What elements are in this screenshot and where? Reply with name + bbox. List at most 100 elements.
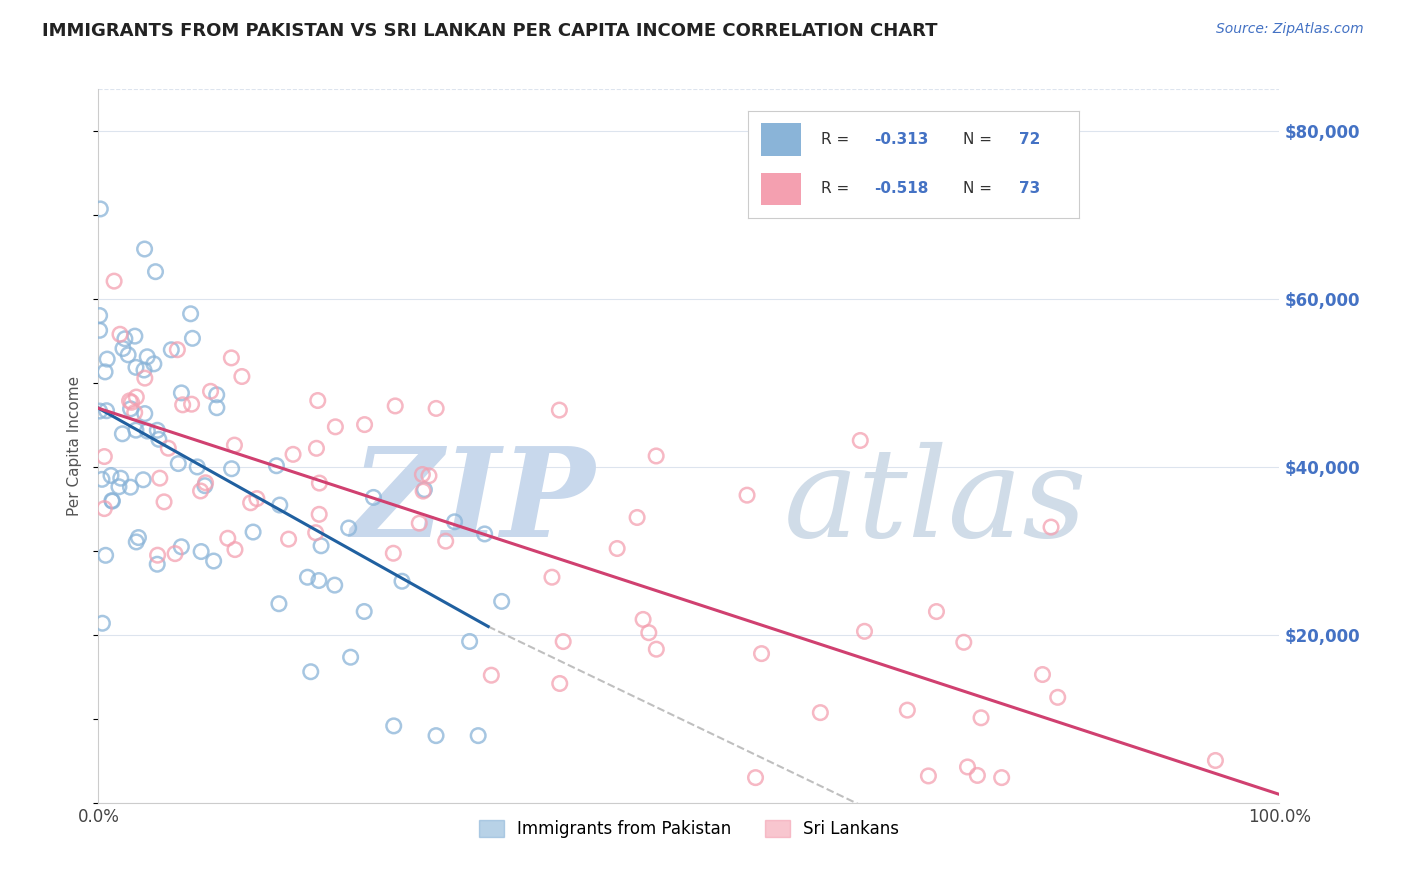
Point bbox=[363, 491, 385, 505]
Point bbox=[246, 491, 269, 506]
Point bbox=[353, 417, 375, 432]
Point bbox=[125, 535, 148, 549]
Point bbox=[952, 635, 974, 649]
Point bbox=[305, 442, 328, 456]
Point bbox=[308, 574, 330, 588]
Point bbox=[382, 719, 405, 733]
Point bbox=[491, 594, 513, 608]
Point bbox=[108, 480, 131, 494]
Point bbox=[917, 769, 939, 783]
Point bbox=[309, 539, 332, 553]
Point bbox=[221, 351, 243, 365]
Point bbox=[548, 403, 571, 417]
Point bbox=[103, 274, 125, 288]
Point bbox=[853, 624, 876, 639]
Point bbox=[626, 510, 648, 524]
Point bbox=[308, 476, 330, 491]
Point bbox=[411, 467, 433, 482]
Point bbox=[146, 548, 169, 562]
Point bbox=[96, 403, 118, 417]
Point bbox=[1040, 520, 1063, 534]
Point bbox=[194, 475, 217, 490]
Point bbox=[157, 441, 180, 455]
Point bbox=[925, 605, 948, 619]
Point bbox=[136, 350, 159, 364]
Point bbox=[307, 393, 329, 408]
Point bbox=[808, 706, 831, 720]
Point bbox=[205, 388, 228, 402]
Point bbox=[110, 471, 132, 485]
Point bbox=[323, 578, 346, 592]
Text: atlas: atlas bbox=[783, 442, 1087, 564]
Point bbox=[267, 597, 290, 611]
Point bbox=[108, 327, 131, 342]
Point bbox=[101, 494, 124, 508]
Point bbox=[121, 395, 143, 409]
Point bbox=[181, 331, 204, 345]
Point bbox=[200, 384, 222, 399]
Point bbox=[93, 501, 115, 516]
Point bbox=[479, 668, 502, 682]
Point bbox=[966, 768, 988, 782]
Point bbox=[425, 401, 447, 416]
Point bbox=[96, 352, 118, 367]
Point bbox=[631, 612, 654, 626]
Point bbox=[153, 495, 176, 509]
Point bbox=[190, 483, 212, 498]
Point bbox=[194, 478, 217, 492]
Point bbox=[269, 498, 291, 512]
Point bbox=[382, 546, 405, 560]
Point bbox=[167, 457, 190, 471]
Point bbox=[111, 426, 134, 441]
Point bbox=[418, 468, 440, 483]
Point bbox=[134, 371, 156, 385]
Point bbox=[146, 423, 169, 437]
Point bbox=[89, 202, 111, 216]
Point bbox=[118, 393, 141, 408]
Point bbox=[125, 423, 148, 437]
Point bbox=[190, 544, 212, 558]
Point bbox=[146, 558, 169, 572]
Point bbox=[391, 574, 413, 589]
Point bbox=[125, 390, 148, 404]
Point bbox=[1046, 690, 1069, 705]
Point bbox=[553, 634, 575, 648]
Point bbox=[142, 357, 165, 371]
Point bbox=[91, 616, 114, 631]
Point bbox=[239, 496, 262, 510]
Text: IMMIGRANTS FROM PAKISTAN VS SRI LANKAN PER CAPITA INCOME CORRELATION CHART: IMMIGRANTS FROM PAKISTAN VS SRI LANKAN P… bbox=[42, 22, 938, 40]
Point bbox=[217, 531, 239, 545]
Point bbox=[114, 332, 136, 346]
Point bbox=[132, 473, 155, 487]
Point bbox=[970, 711, 993, 725]
Point bbox=[132, 363, 155, 377]
Point bbox=[337, 521, 360, 535]
Point bbox=[136, 424, 159, 438]
Point bbox=[408, 516, 430, 531]
Point bbox=[281, 447, 304, 461]
Point bbox=[111, 342, 134, 356]
Point bbox=[637, 625, 659, 640]
Point bbox=[308, 508, 330, 522]
Point bbox=[172, 398, 194, 412]
Point bbox=[93, 450, 115, 464]
Point bbox=[145, 265, 167, 279]
Point bbox=[134, 407, 156, 421]
Point bbox=[170, 540, 193, 554]
Point bbox=[202, 554, 225, 568]
Point bbox=[645, 449, 668, 463]
Text: ZIP: ZIP bbox=[350, 442, 595, 564]
Point bbox=[160, 343, 183, 357]
Point bbox=[751, 647, 773, 661]
Point bbox=[221, 461, 243, 475]
Point bbox=[849, 434, 872, 448]
Point bbox=[458, 634, 481, 648]
Point bbox=[124, 329, 146, 343]
Point bbox=[91, 472, 114, 486]
Point bbox=[124, 405, 146, 419]
Point bbox=[186, 459, 208, 474]
Point bbox=[180, 397, 202, 411]
Point bbox=[120, 401, 142, 416]
Point bbox=[117, 348, 139, 362]
Point bbox=[425, 729, 447, 743]
